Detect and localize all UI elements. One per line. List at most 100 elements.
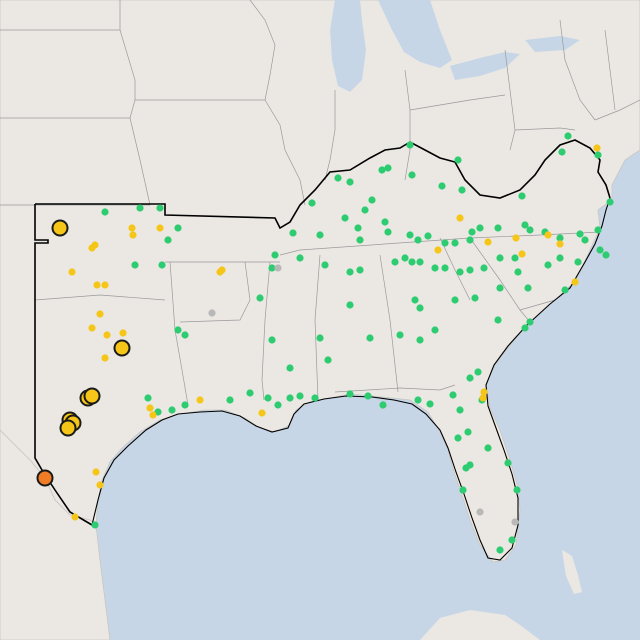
station-marker-green[interactable]: [438, 182, 446, 190]
station-marker-yellow[interactable]: [68, 268, 76, 276]
station-marker-green[interactable]: [474, 368, 482, 376]
station-marker-green[interactable]: [321, 261, 329, 269]
station-marker-green[interactable]: [334, 174, 342, 182]
station-marker-green[interactable]: [406, 141, 414, 149]
station-marker-green[interactable]: [256, 294, 264, 302]
station-marker-yellow[interactable]: [556, 240, 564, 248]
station-marker-green[interactable]: [476, 224, 484, 232]
station-marker-gray[interactable]: [274, 264, 282, 272]
station-marker-green[interactable]: [341, 214, 349, 222]
station-marker-green[interactable]: [471, 294, 479, 302]
station-marker-green[interactable]: [414, 396, 422, 404]
station-marker-yellow[interactable]: [103, 331, 111, 339]
station-marker-green[interactable]: [556, 234, 564, 242]
station-marker-yellow[interactable]: [593, 144, 601, 152]
station-marker-green[interactable]: [246, 389, 254, 397]
station-marker-yellow[interactable]: [480, 388, 488, 396]
station-marker-green[interactable]: [378, 166, 386, 174]
station-marker-yellow[interactable]: [146, 404, 154, 412]
station-marker-orange-large[interactable]: [36, 469, 54, 487]
station-marker-gray[interactable]: [208, 309, 216, 317]
station-marker-green[interactable]: [416, 336, 424, 344]
station-marker-yellow[interactable]: [484, 238, 492, 246]
station-marker-green[interactable]: [451, 296, 459, 304]
station-marker-green[interactable]: [268, 264, 276, 272]
station-marker-yellow[interactable]: [571, 278, 579, 286]
station-marker-yellow[interactable]: [88, 244, 96, 252]
station-marker-green[interactable]: [451, 239, 459, 247]
station-marker-green[interactable]: [441, 239, 449, 247]
station-marker-green[interactable]: [136, 204, 144, 212]
station-marker-green[interactable]: [594, 226, 602, 234]
station-marker-green[interactable]: [181, 331, 189, 339]
station-marker-green[interactable]: [466, 374, 474, 382]
station-marker-green[interactable]: [526, 318, 534, 326]
station-marker-green[interactable]: [468, 228, 476, 236]
station-marker-green[interactable]: [311, 394, 319, 402]
station-marker-green[interactable]: [524, 284, 532, 292]
station-marker-yellow[interactable]: [456, 214, 464, 222]
station-marker-yellow-large[interactable]: [113, 339, 131, 357]
station-marker-green[interactable]: [426, 400, 434, 408]
station-marker-green[interactable]: [449, 391, 457, 399]
station-marker-green[interactable]: [596, 246, 604, 254]
station-marker-green[interactable]: [268, 336, 276, 344]
station-marker-green[interactable]: [379, 401, 387, 409]
station-marker-yellow[interactable]: [93, 281, 101, 289]
station-marker-yellow[interactable]: [71, 513, 79, 521]
station-marker-green[interactable]: [466, 266, 474, 274]
station-marker-green[interactable]: [406, 231, 414, 239]
station-marker-yellow[interactable]: [258, 409, 266, 417]
station-marker-green[interactable]: [456, 268, 464, 276]
station-marker-green[interactable]: [574, 258, 582, 266]
station-marker-green[interactable]: [494, 316, 502, 324]
station-marker-green[interactable]: [441, 264, 449, 272]
station-marker-green[interactable]: [480, 264, 488, 272]
station-marker-green[interactable]: [576, 230, 584, 238]
station-marker-green[interactable]: [521, 221, 529, 229]
station-marker-yellow[interactable]: [119, 329, 127, 337]
station-marker-green[interactable]: [518, 192, 526, 200]
station-marker-yellow[interactable]: [92, 468, 100, 476]
station-marker-yellow[interactable]: [216, 268, 224, 276]
station-marker-green[interactable]: [454, 434, 462, 442]
station-marker-green[interactable]: [511, 254, 519, 262]
station-marker-green[interactable]: [454, 156, 462, 164]
station-marker-green[interactable]: [289, 229, 297, 237]
station-marker-yellow[interactable]: [96, 310, 104, 318]
station-markers[interactable]: [36, 132, 614, 554]
station-marker-green[interactable]: [174, 326, 182, 334]
station-marker-green[interactable]: [174, 224, 182, 232]
station-marker-green[interactable]: [391, 258, 399, 266]
station-marker-yellow[interactable]: [88, 324, 96, 332]
station-marker-green[interactable]: [458, 186, 466, 194]
station-marker-green[interactable]: [556, 254, 564, 262]
station-marker-yellow[interactable]: [196, 396, 204, 404]
station-marker-yellow[interactable]: [479, 394, 487, 402]
station-marker-green[interactable]: [346, 390, 354, 398]
station-marker-yellow[interactable]: [544, 231, 552, 239]
station-marker-green[interactable]: [356, 236, 364, 244]
station-marker-green[interactable]: [431, 264, 439, 272]
station-marker-green[interactable]: [226, 396, 234, 404]
station-marker-gray[interactable]: [511, 518, 519, 526]
station-marker-green[interactable]: [366, 334, 374, 342]
station-marker-green[interactable]: [91, 521, 99, 529]
station-marker-yellow[interactable]: [434, 246, 442, 254]
station-marker-yellow[interactable]: [512, 234, 520, 242]
station-marker-green[interactable]: [466, 236, 474, 244]
station-marker-yellow[interactable]: [149, 411, 157, 419]
station-marker-green[interactable]: [144, 394, 152, 402]
station-marker-yellow[interactable]: [101, 281, 109, 289]
station-marker-green[interactable]: [384, 164, 392, 172]
station-marker-green[interactable]: [416, 258, 424, 266]
station-marker-green[interactable]: [508, 536, 516, 544]
station-marker-green[interactable]: [346, 301, 354, 309]
station-marker-green[interactable]: [581, 236, 589, 244]
station-marker-green[interactable]: [484, 444, 492, 452]
station-marker-yellow[interactable]: [101, 354, 109, 362]
station-marker-yellow[interactable]: [129, 231, 137, 239]
station-marker-green[interactable]: [401, 254, 409, 262]
